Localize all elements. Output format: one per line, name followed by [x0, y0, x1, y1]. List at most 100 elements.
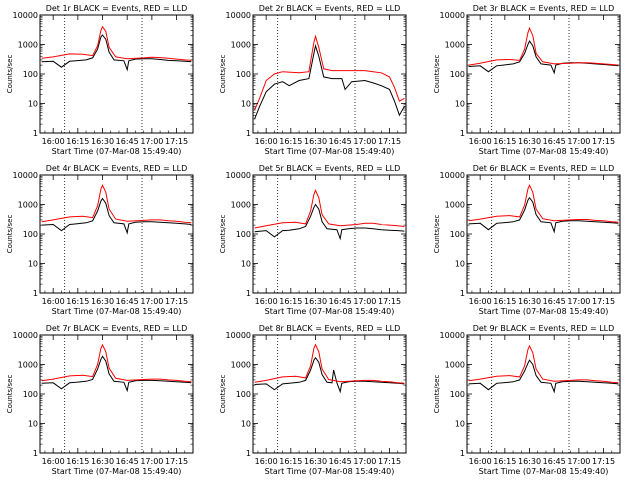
x-tick-label: 17:15: [592, 457, 615, 466]
y-tick-label: 1000: [231, 41, 251, 50]
x-tick-label: 17:15: [378, 297, 401, 306]
y-axis-label: Counts/sec: [219, 55, 227, 94]
x-tick-label: 16:15: [279, 137, 302, 146]
plot-frame: [252, 174, 407, 294]
detector-panel: 1 10 100 1000 10000 16:00 16:15 16:30 16:45 17:00…: [433, 324, 621, 476]
plot-frame: [252, 334, 407, 454]
lld-series-line: [254, 34, 405, 111]
y-tick-label: 1: [33, 129, 38, 138]
x-tick-label: 17:15: [592, 297, 615, 306]
x-axis-label: Start Time (07-Mar-08 15:49:40): [52, 467, 182, 476]
y-tick-label: 1000: [445, 41, 465, 50]
y-tick-label: 10000: [226, 331, 251, 340]
x-tick-label: 17:00: [140, 137, 163, 146]
detector-panel: 1 10 100 1000 10000 16:00 16:15 16:30 16:45 17:00…: [433, 4, 621, 156]
detector-panel: 1 10 100 1000 10000 16:00 16:15 16:30 16:45 17:00…: [219, 164, 407, 316]
y-tick-label: 1000: [18, 201, 38, 210]
x-tick-label: 16:00: [469, 137, 492, 146]
x-tick-label: 16:00: [42, 137, 65, 146]
y-tick-label: 1000: [231, 361, 251, 370]
events-series-line: [41, 34, 192, 72]
detector-panel: 1 10 100 1000 10000 16:00 16:15 16:30 16:45 17:00…: [6, 324, 194, 476]
x-tick-label: 17:00: [567, 297, 590, 306]
x-tick-label: 16:15: [279, 297, 302, 306]
x-tick-label: 16:00: [255, 297, 278, 306]
chart-title: Det 9r BLACK = Events, RED = LLD: [473, 324, 615, 333]
x-tick-label: 16:15: [493, 297, 516, 306]
chart-title: Det 2r BLACK = Events, RED = LLD: [259, 4, 401, 13]
x-axis-label: Start Time (07-Mar-08 15:49:40): [265, 147, 395, 156]
x-tick-label: 16:30: [91, 297, 114, 306]
x-tick-label: 17:15: [165, 297, 188, 306]
chart-title: Det 7r BLACK = Events, RED = LLD: [46, 324, 188, 333]
y-tick-label: 100: [236, 70, 251, 79]
x-tick-label: 17:00: [353, 137, 376, 146]
x-tick-label: 17:00: [140, 457, 163, 466]
lld-series-line: [254, 189, 405, 229]
y-tick-label: 10000: [226, 171, 251, 180]
x-tick-label: 17:15: [165, 137, 188, 146]
y-tick-label: 10000: [13, 11, 38, 20]
y-axis-label: Counts/sec: [433, 55, 441, 94]
x-tick-label: 16:15: [279, 457, 302, 466]
y-tick-label: 10: [455, 100, 465, 109]
plot-frame: [39, 334, 194, 454]
y-tick-label: 10: [28, 420, 38, 429]
y-tick-label: 10: [241, 420, 251, 429]
lld-series-line: [41, 183, 192, 224]
x-tick-label: 16:45: [543, 457, 566, 466]
y-tick-label: 10000: [440, 331, 465, 340]
x-axis-label: Start Time (07-Mar-08 15:49:40): [52, 147, 182, 156]
y-tick-label: 1: [460, 449, 465, 458]
x-tick-label: 17:00: [567, 457, 590, 466]
y-tick-label: 1: [33, 289, 38, 298]
y-tick-label: 1: [246, 129, 251, 138]
x-tick-label: 17:00: [140, 297, 163, 306]
y-tick-label: 1000: [18, 41, 38, 50]
x-axis-label: Start Time (07-Mar-08 15:49:40): [52, 307, 182, 316]
x-tick-label: 16:30: [91, 457, 114, 466]
detector-panel: 1 10 100 1000 10000 16:00 16:15 16:30 16:45 17:00…: [6, 164, 194, 316]
chart-title: Det 4r BLACK = Events, RED = LLD: [46, 164, 188, 173]
events-series-line: [468, 196, 619, 234]
chart-title: Det 5r BLACK = Events, RED = LLD: [259, 164, 401, 173]
events-series-line: [468, 40, 619, 75]
x-tick-label: 16:15: [493, 457, 516, 466]
x-tick-label: 16:30: [91, 137, 114, 146]
plot-frame: [466, 14, 621, 134]
y-tick-label: 10000: [226, 11, 251, 20]
lld-series-line: [468, 26, 619, 66]
y-tick-label: 10: [28, 260, 38, 269]
y-tick-label: 1: [246, 289, 251, 298]
x-tick-label: 17:00: [567, 137, 590, 146]
chart-title: Det 1r BLACK = Events, RED = LLD: [46, 4, 188, 13]
x-axis-label: Start Time (07-Mar-08 15:49:40): [479, 467, 609, 476]
x-tick-label: 16:15: [493, 137, 516, 146]
detector-panel: 1 10 100 1000 10000 16:00 16:15 16:30 16:45 17:00…: [219, 324, 407, 476]
y-tick-label: 100: [450, 70, 465, 79]
y-tick-label: 10000: [13, 331, 38, 340]
events-series-line: [41, 355, 192, 393]
x-tick-label: 16:45: [116, 137, 139, 146]
lld-series-line: [41, 25, 192, 61]
y-tick-label: 1: [33, 449, 38, 458]
y-tick-label: 1: [460, 129, 465, 138]
lld-series-line: [468, 183, 619, 223]
y-tick-label: 10: [241, 260, 251, 269]
y-tick-label: 100: [236, 230, 251, 239]
events-series-line: [254, 203, 405, 241]
x-tick-label: 16:00: [469, 457, 492, 466]
events-series-line: [254, 356, 405, 394]
y-axis-label: Counts/sec: [6, 55, 14, 94]
y-tick-label: 1000: [18, 361, 38, 370]
y-tick-label: 10000: [440, 171, 465, 180]
x-tick-label: 16:15: [66, 457, 89, 466]
y-tick-label: 10: [455, 420, 465, 429]
x-tick-label: 16:45: [329, 457, 352, 466]
plot-frame: [466, 174, 621, 294]
x-tick-label: 16:00: [255, 137, 278, 146]
x-tick-label: 17:15: [378, 457, 401, 466]
x-tick-label: 17:15: [378, 137, 401, 146]
y-tick-label: 1000: [445, 201, 465, 210]
